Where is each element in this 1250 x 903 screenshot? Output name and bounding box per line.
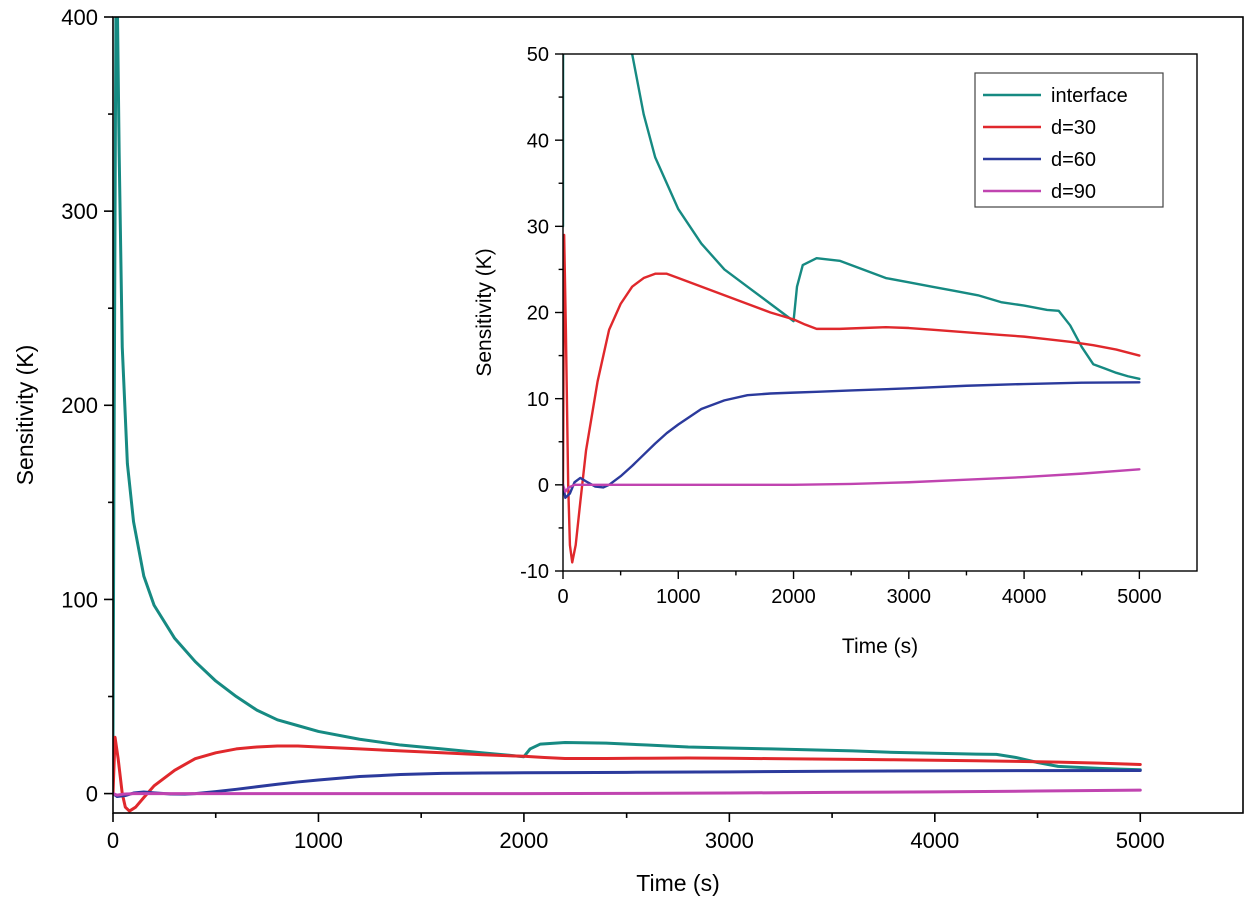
- legend-label: d=30: [1051, 117, 1096, 139]
- main-y-axis-title: Sensitivity (K): [12, 345, 38, 486]
- inset-series-line-d60: [563, 381, 1141, 499]
- inset-x-tick-label: 2000: [771, 586, 816, 608]
- inset-y-tick-label: 10: [527, 389, 549, 411]
- main-series-line-d30: [113, 735, 1142, 813]
- inset-plot: 0 1000 2000 3000 4000 5000 -10 0 10 20 30 40 50 Time …: [473, 44, 1198, 658]
- inset-x-tick-label: 4000: [1002, 586, 1047, 608]
- inset-series-line-d90: [563, 468, 1141, 493]
- inset-y-axis-title: Sensitivity (K): [473, 248, 496, 376]
- legend-label: d=60: [1051, 149, 1096, 171]
- inset-x-tick-label: 5000: [1117, 586, 1162, 608]
- main-y-tick-label: 400: [61, 5, 98, 30]
- inset-x-axis-title: Time (s): [842, 635, 918, 658]
- inset-y-tick-label: 50: [527, 44, 549, 66]
- main-x-axis-title: Time (s): [636, 870, 719, 896]
- main-y-tick-label: 100: [61, 587, 98, 612]
- inset-x-tick-label: 3000: [887, 586, 932, 608]
- main-x-tick-label: 1000: [294, 828, 343, 853]
- inset-series-line-interface: [563, 54, 1141, 381]
- inset-x-tick-label: 0: [557, 586, 568, 608]
- inset-legend: interface d=30 d=60 d=90: [974, 72, 1164, 208]
- inset-y-tick-label: 30: [527, 217, 549, 239]
- main-x-tick-label: 0: [107, 828, 119, 853]
- inset-y-tick-label: 40: [527, 130, 549, 152]
- main-x-tick-label: 2000: [499, 828, 548, 853]
- main-x-tick-label: 5000: [1116, 828, 1165, 853]
- main-x-tick-label: 3000: [705, 828, 754, 853]
- main-x-tick-label: 4000: [910, 828, 959, 853]
- main-series-line-d90: [113, 788, 1142, 797]
- main-y-tick-label: 0: [86, 782, 98, 807]
- inset-x-tick-label: 1000: [656, 586, 701, 608]
- inset-y-tick-label: 0: [538, 475, 549, 497]
- main-y-tick-label: 300: [61, 199, 98, 224]
- inset-series-line-d30: [563, 233, 1141, 564]
- main-series-line-interface: [113, 17, 1142, 772]
- main-y-tick-label: 200: [61, 393, 98, 418]
- main-plot-frame: [112, 16, 1244, 814]
- legend-label: d=90: [1051, 181, 1096, 203]
- legend-label: interface: [1051, 85, 1128, 107]
- inset-y-tick-label: -10: [520, 561, 549, 583]
- inset-y-tick-label: 20: [527, 303, 549, 325]
